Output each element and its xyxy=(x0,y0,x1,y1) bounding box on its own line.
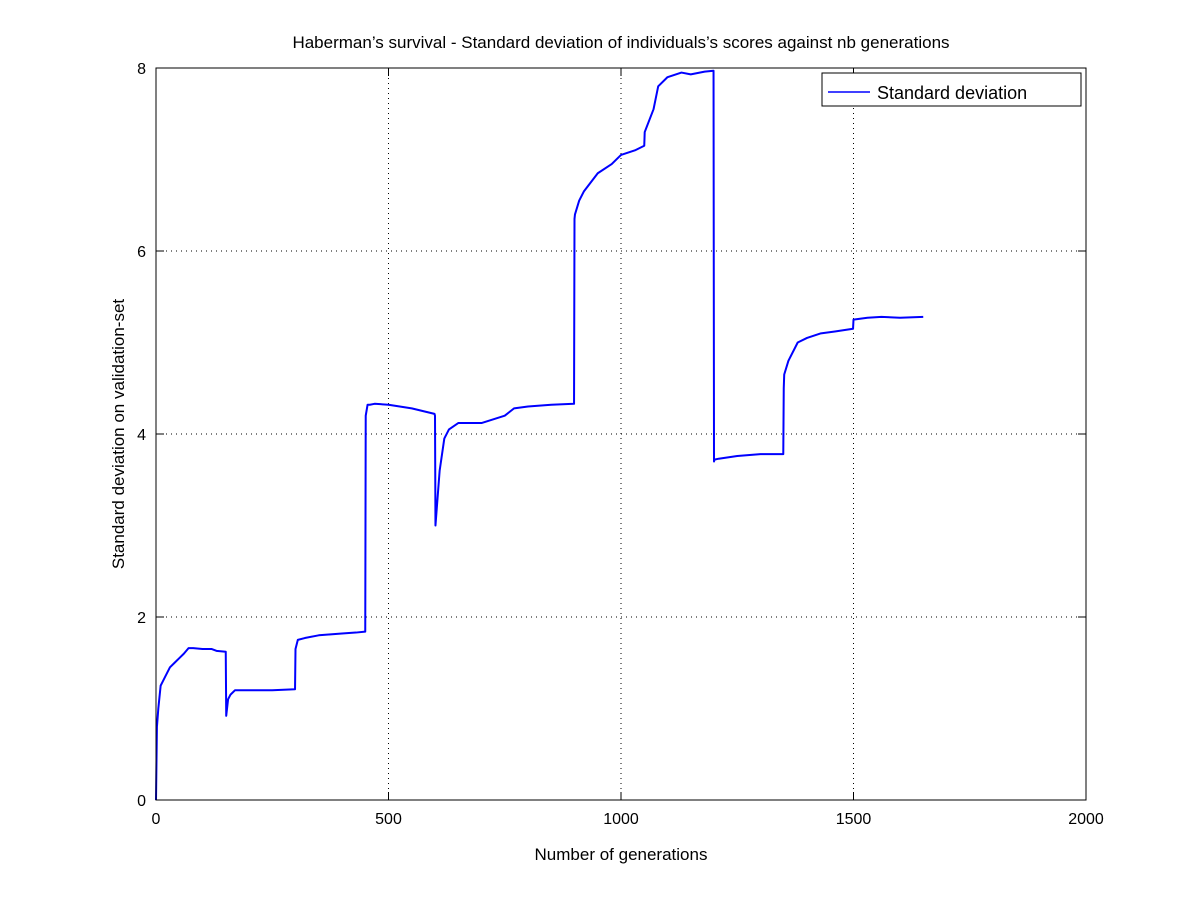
x-tick-label: 0 xyxy=(152,811,161,828)
chart-title: Haberman’s survival - Standard deviation… xyxy=(292,33,949,52)
legend-label: Standard deviation xyxy=(877,83,1027,103)
y-axis-title: Standard deviation on validation-set xyxy=(109,299,128,570)
y-tick-label: 0 xyxy=(137,793,146,810)
legend: Standard deviation xyxy=(821,72,1082,107)
y-tick-label: 6 xyxy=(137,244,146,261)
series-layer xyxy=(155,69,924,801)
x-tick-label: 2000 xyxy=(1068,811,1104,828)
x-tick-label: 1000 xyxy=(603,811,639,828)
y-tick-labels: 0 2 4 6 8 xyxy=(137,61,146,810)
grid-lines xyxy=(156,68,1086,800)
x-axis-title: Number of generations xyxy=(535,845,708,864)
y-tick-label: 8 xyxy=(137,61,146,78)
y-tick-label: 2 xyxy=(137,610,146,627)
series-line xyxy=(155,69,924,801)
x-tick-labels: 0 500 1000 1500 2000 xyxy=(152,811,1104,828)
legend-box xyxy=(821,72,1082,107)
plot-frame xyxy=(155,67,1087,801)
y-tick-label: 4 xyxy=(137,427,146,444)
x-tick-label: 1500 xyxy=(836,811,872,828)
x-tick-label: 500 xyxy=(375,811,402,828)
